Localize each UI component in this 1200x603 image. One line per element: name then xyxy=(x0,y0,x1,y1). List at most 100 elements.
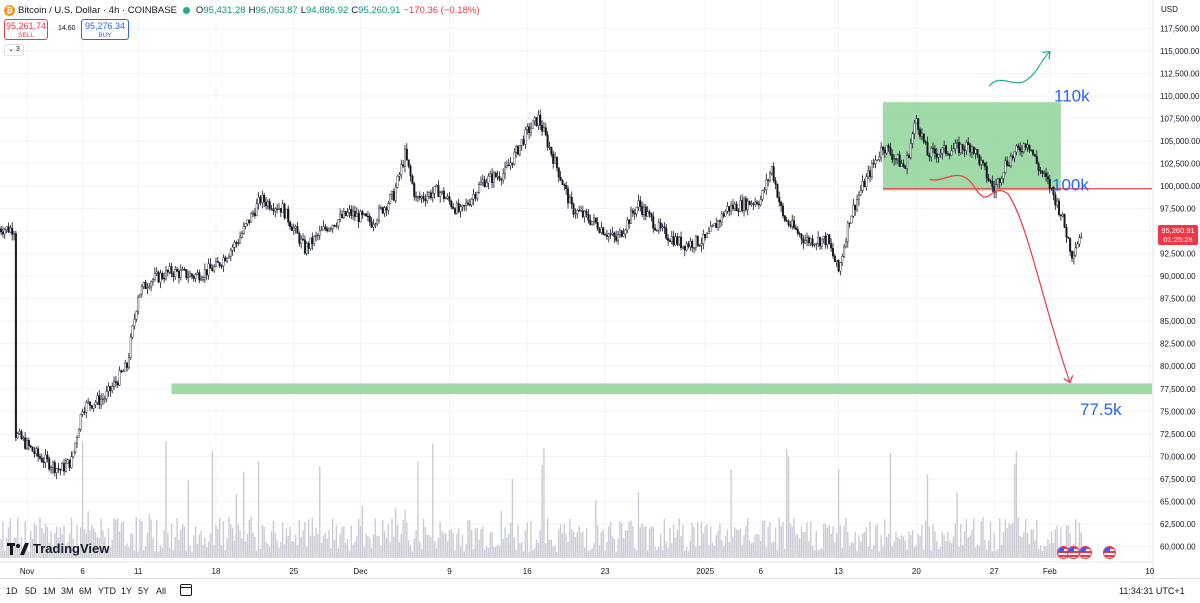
candle-up xyxy=(1004,160,1007,173)
candle-up xyxy=(531,120,534,129)
candle-down xyxy=(90,405,93,409)
buy-button[interactable]: 95,276.34 BUY xyxy=(81,19,129,40)
volume-bar xyxy=(709,526,712,558)
volume-bar xyxy=(915,545,918,558)
candle-up xyxy=(554,157,557,164)
volume-bar xyxy=(521,541,523,558)
candle-up xyxy=(70,456,73,468)
candle-up xyxy=(876,159,879,161)
candle-down xyxy=(1058,200,1061,215)
candle-down xyxy=(756,201,759,205)
volume-bar xyxy=(854,531,856,558)
candle-down xyxy=(381,207,384,214)
volume-bar xyxy=(333,540,336,558)
timeframe-ytd[interactable]: YTD xyxy=(98,586,116,596)
candle-down xyxy=(668,240,671,242)
volume-bar xyxy=(467,520,469,558)
candle-up xyxy=(329,228,332,230)
candle-down xyxy=(748,200,751,206)
timeframe-1y[interactable]: 1Y xyxy=(121,586,133,596)
candle-up xyxy=(809,238,812,244)
volume-bar xyxy=(372,533,375,558)
volume-bar xyxy=(758,534,760,558)
volume-bar xyxy=(819,548,821,558)
candle-down xyxy=(620,230,623,237)
candle-down xyxy=(1035,156,1038,164)
volume-bar xyxy=(1052,542,1055,558)
volume-bar xyxy=(949,540,951,558)
volume-bar xyxy=(54,533,56,558)
candle-up xyxy=(131,325,134,338)
candle-down xyxy=(402,164,405,167)
candle-down xyxy=(928,155,931,158)
volume-bar xyxy=(356,535,358,558)
sell-button[interactable]: 95,261.74 SELL xyxy=(4,19,48,40)
volume-bar xyxy=(772,541,775,558)
candle-up xyxy=(607,233,610,237)
candle-down xyxy=(776,184,779,198)
timeframe-5d[interactable]: 5D xyxy=(25,586,37,596)
candle-down xyxy=(898,154,901,167)
timeframe-6m[interactable]: 6M xyxy=(79,586,92,596)
volume-bar xyxy=(20,537,23,558)
candle-down xyxy=(648,211,651,214)
symbol-title[interactable]: Bitcoin / U.S. Dollar · 4h · COINBASE xyxy=(18,4,177,16)
volume-bar xyxy=(554,545,556,558)
volume-bar xyxy=(393,536,395,558)
candle-down xyxy=(224,257,227,262)
candle-up xyxy=(459,206,462,212)
volume-bar xyxy=(533,548,536,558)
candle-down xyxy=(976,149,979,156)
candle-up xyxy=(502,173,505,181)
volume-bar xyxy=(306,546,308,558)
timeframe-5y[interactable]: 5Y xyxy=(138,586,150,596)
volume-bar xyxy=(456,533,458,558)
tradingview-logo[interactable]: TradingView xyxy=(7,541,109,556)
candle-up xyxy=(103,398,106,400)
volume-bar xyxy=(795,534,797,558)
us-flag-icon[interactable] xyxy=(1079,546,1092,559)
candle-up xyxy=(850,215,853,224)
candle-down xyxy=(176,269,179,272)
volume-bar xyxy=(452,532,454,558)
calendar-icon[interactable] xyxy=(180,584,192,596)
candle-down xyxy=(572,203,575,215)
candle-down xyxy=(557,167,560,178)
volume-bar xyxy=(963,531,966,558)
indicators-toggle[interactable]: ⌄ 3 xyxy=(4,44,24,56)
clock[interactable]: 11:34:31 UTC+1 xyxy=(1119,586,1185,596)
currency-label[interactable]: USD xyxy=(1161,5,1178,14)
timeframe-3m[interactable]: 3M xyxy=(61,586,74,596)
candle-down xyxy=(1032,150,1035,155)
candle-down xyxy=(793,220,796,228)
timeframe-1d[interactable]: 1D xyxy=(6,586,18,596)
candle-down xyxy=(1019,147,1022,152)
volume-bar xyxy=(867,546,869,558)
candle-up xyxy=(374,223,377,225)
candle-down xyxy=(209,263,212,269)
candle-up xyxy=(1002,172,1005,179)
volume-bar xyxy=(285,528,288,558)
candle-down xyxy=(922,133,925,142)
timeframe-1m[interactable]: 1M xyxy=(43,586,56,596)
volume-bar xyxy=(91,524,93,558)
candle-up xyxy=(959,144,962,154)
volume-bar xyxy=(269,547,271,558)
candle-down xyxy=(1024,143,1027,148)
candle-down xyxy=(757,203,760,206)
candle-down xyxy=(924,141,927,143)
volume-bar xyxy=(689,540,692,558)
timeframe-all[interactable]: All xyxy=(156,586,167,596)
volume-bar xyxy=(802,531,805,558)
candle-up xyxy=(55,468,58,473)
candle-down xyxy=(161,273,164,279)
volume-bar xyxy=(574,537,577,558)
volume-bar xyxy=(128,547,130,558)
volume-bar xyxy=(1075,519,1077,558)
candle-down xyxy=(1011,156,1014,159)
us-flag-icon[interactable] xyxy=(1103,546,1116,559)
candle-up xyxy=(64,463,67,472)
candle-down xyxy=(991,180,994,187)
